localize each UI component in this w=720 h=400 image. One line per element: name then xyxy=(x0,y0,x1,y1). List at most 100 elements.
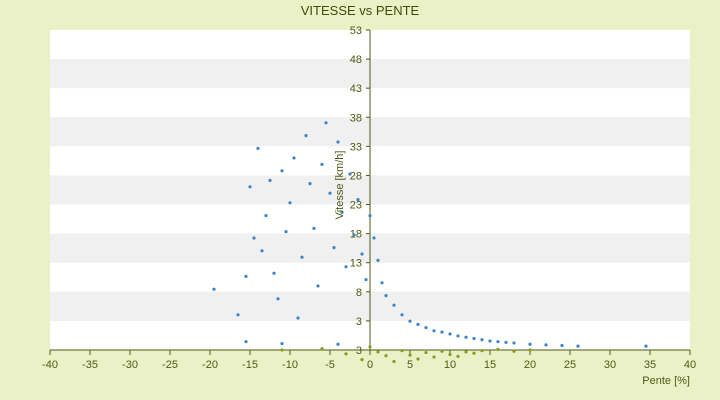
chart-title: VITESSE vs PENTE xyxy=(301,3,420,18)
data-point xyxy=(372,236,376,240)
data-point xyxy=(392,359,396,364)
data-point xyxy=(384,354,388,358)
data-point xyxy=(392,303,396,307)
y-tick-label: 3 xyxy=(356,345,362,357)
data-point xyxy=(408,319,412,323)
x-tick-label: -20 xyxy=(202,359,218,371)
data-point xyxy=(488,339,492,343)
data-point xyxy=(380,281,384,285)
data-point xyxy=(364,278,368,282)
data-point xyxy=(300,255,304,259)
y-tick-label: 43 xyxy=(350,83,362,95)
data-point xyxy=(472,336,476,341)
data-point xyxy=(528,348,532,352)
data-point xyxy=(376,258,380,262)
data-point xyxy=(356,198,360,202)
data-point xyxy=(368,214,372,218)
data-point xyxy=(416,357,420,361)
data-point xyxy=(560,343,564,348)
data-point xyxy=(384,294,388,298)
data-point xyxy=(336,342,340,346)
data-point xyxy=(344,265,348,269)
data-point xyxy=(400,313,404,317)
data-point xyxy=(248,185,252,189)
data-point xyxy=(424,350,428,355)
data-point xyxy=(456,334,460,338)
data-point xyxy=(408,353,412,357)
data-point xyxy=(472,351,476,355)
y-tick-label: 3 xyxy=(356,316,362,328)
data-point xyxy=(304,134,308,138)
data-point xyxy=(352,233,356,237)
data-point xyxy=(292,156,296,160)
x-tick-label: 35 xyxy=(644,359,656,371)
data-point xyxy=(368,345,372,349)
data-point xyxy=(480,338,484,342)
data-point xyxy=(464,350,468,354)
x-tick-label: -40 xyxy=(42,359,58,371)
data-point xyxy=(296,316,300,320)
data-point xyxy=(416,322,420,326)
data-point xyxy=(340,210,344,214)
data-point xyxy=(312,226,316,230)
x-tick-label: 40 xyxy=(684,359,696,371)
data-point xyxy=(288,201,292,205)
data-points xyxy=(212,121,648,364)
y-axis-label: Vitesse [km/h] xyxy=(334,151,346,220)
x-tick-label: 30 xyxy=(604,359,616,371)
data-point xyxy=(528,342,532,346)
data-point xyxy=(644,344,648,348)
data-point xyxy=(432,329,436,333)
data-point xyxy=(260,249,264,253)
data-point xyxy=(308,182,312,186)
data-point xyxy=(344,352,348,356)
data-point xyxy=(440,349,444,353)
y-tick-label: 48 xyxy=(350,54,362,66)
x-axis: -40 -35 -30 -25 -20 -15 -10 -5 0 5 10 15 20 25 30 35 40 xyxy=(42,349,696,371)
y-tick-label: 18 xyxy=(350,229,362,241)
y-tick-label: 8 xyxy=(356,287,362,299)
data-point xyxy=(360,252,364,256)
data-point xyxy=(268,178,272,182)
data-point xyxy=(328,191,332,195)
data-point xyxy=(256,146,260,150)
data-point xyxy=(336,140,340,144)
data-point xyxy=(376,350,380,354)
data-point xyxy=(332,246,336,250)
data-point xyxy=(400,349,404,353)
data-point xyxy=(284,230,288,234)
data-point xyxy=(252,236,256,240)
data-point xyxy=(320,347,324,351)
data-point xyxy=(480,349,484,353)
x-axis-label: Pente [%] xyxy=(642,375,690,387)
data-point xyxy=(432,355,436,359)
data-point xyxy=(280,348,284,352)
data-point xyxy=(280,342,284,346)
x-tick-label: 25 xyxy=(564,359,576,371)
y-tick-label: 33 xyxy=(350,141,362,153)
x-tick-label: 5 xyxy=(407,359,413,371)
x-tick-label: -5 xyxy=(325,359,335,371)
data-point xyxy=(236,313,240,317)
data-point xyxy=(276,297,280,301)
x-tick-label: -25 xyxy=(162,359,178,371)
x-tick-label: 10 xyxy=(444,359,456,371)
x-tick-label: -35 xyxy=(82,359,98,371)
x-tick-label: -10 xyxy=(282,359,298,371)
data-point xyxy=(244,340,248,344)
y-tick-label: 23 xyxy=(350,200,362,212)
data-point xyxy=(456,354,460,358)
data-point xyxy=(512,341,516,345)
data-point xyxy=(512,349,516,353)
data-point xyxy=(496,347,500,351)
x-tick-label: 20 xyxy=(524,359,536,371)
data-point xyxy=(496,340,500,344)
data-point xyxy=(440,330,444,334)
x-tick-label: 0 xyxy=(367,359,373,371)
data-point xyxy=(348,172,352,176)
data-point xyxy=(280,169,284,173)
data-point xyxy=(360,358,364,362)
